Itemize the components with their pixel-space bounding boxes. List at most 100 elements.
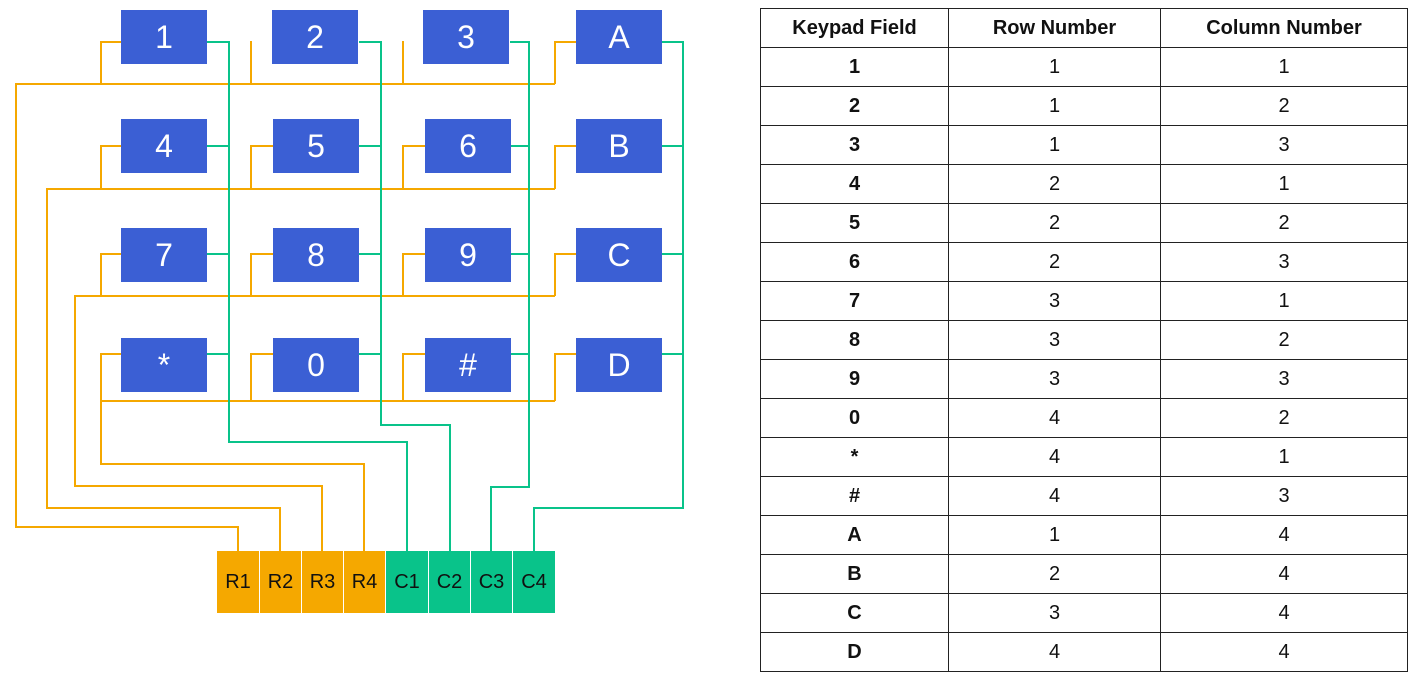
key-a[interactable]: A (576, 10, 662, 64)
key-5[interactable]: 5 (273, 119, 359, 173)
cell-field: 1 (760, 47, 949, 87)
key-1[interactable]: 1 (121, 10, 207, 64)
pin-c3: C3 (471, 551, 512, 613)
cell-field: 2 (760, 86, 949, 126)
key-b[interactable]: B (576, 119, 662, 173)
col-wire-1 (207, 41, 408, 551)
cell-row: 4 (948, 437, 1161, 477)
col-wire-2 (359, 41, 451, 551)
cell-field: C (760, 593, 949, 633)
pin-c2: C2 (429, 551, 470, 613)
cell-row: 1 (948, 515, 1161, 555)
col-wire-4 (533, 41, 684, 551)
cell-field: # (760, 476, 949, 516)
cell-row: 3 (948, 281, 1161, 321)
key-7[interactable]: 7 (121, 228, 207, 282)
pin-c4: C4 (513, 551, 555, 613)
pin-r3: R3 (302, 551, 343, 613)
cell-column: 3 (1160, 125, 1408, 165)
row-wire-1 (15, 41, 576, 551)
table-row: #4 3 (760, 476, 1408, 516)
cell-column: 1 (1160, 47, 1408, 87)
pin-r1: R1 (217, 551, 259, 613)
cell-field: 7 (760, 281, 949, 321)
cell-column: 4 (1160, 632, 1408, 672)
header-column-number: Column Number (1160, 8, 1408, 48)
cell-column: 2 (1160, 86, 1408, 126)
row-wire-2 (46, 145, 576, 551)
cell-row: 3 (948, 359, 1161, 399)
cell-column: 3 (1160, 242, 1408, 282)
cell-row: 2 (948, 554, 1161, 594)
cell-column: 2 (1160, 320, 1408, 360)
table-row: * 4 1 (760, 437, 1408, 477)
cell-field: 0 (760, 398, 949, 438)
cell-field: * (760, 437, 949, 477)
cell-column: 1 (1160, 281, 1408, 321)
cell-column: 4 (1160, 515, 1408, 555)
cell-field: 6 (760, 242, 949, 282)
pin-r4: R4 (344, 551, 385, 613)
cell-field: 9 (760, 359, 949, 399)
cell-field: 8 (760, 320, 949, 360)
key-9[interactable]: 9 (425, 228, 511, 282)
pin-r2: R2 (260, 551, 301, 613)
cell-field: A (760, 515, 949, 555)
cell-row: 3 (948, 593, 1161, 633)
key-0[interactable]: 0 (273, 338, 359, 392)
cell-field: B (760, 554, 949, 594)
key-2[interactable]: 2 (272, 10, 358, 64)
cell-column: 2 (1160, 203, 1408, 243)
cell-row: 4 (948, 632, 1161, 672)
cell-column: 3 (1160, 359, 1408, 399)
key-c[interactable]: C (576, 228, 662, 282)
cell-field: 4 (760, 164, 949, 204)
cell-row: 1 (948, 125, 1161, 165)
cell-column: 1 (1160, 164, 1408, 204)
key-8[interactable]: 8 (273, 228, 359, 282)
table-header-row: Keypad Field Row Number Column Number (760, 8, 1408, 48)
key-star[interactable]: * (121, 338, 207, 392)
cell-column: 4 (1160, 554, 1408, 594)
cell-column: 3 (1160, 476, 1408, 516)
cell-row: 4 (948, 476, 1161, 516)
cell-field: D (760, 632, 949, 672)
key-4[interactable]: 4 (121, 119, 207, 173)
header-keypad-field: Keypad Field (760, 8, 949, 48)
cell-field: 5 (760, 203, 949, 243)
cell-column: 1 (1160, 437, 1408, 477)
cell-row: 2 (948, 203, 1161, 243)
cell-field: 3 (760, 125, 949, 165)
keypad-diagram: 1 2 3 A 4 5 6 B 7 8 9 C * 0 # D R1 R2 R3… (0, 0, 700, 681)
key-6[interactable]: 6 (425, 119, 511, 173)
key-3[interactable]: 3 (423, 10, 509, 64)
pin-c1: C1 (386, 551, 428, 613)
cell-column: 4 (1160, 593, 1408, 633)
cell-column: 2 (1160, 398, 1408, 438)
wiring (15, 41, 684, 551)
cell-row: 2 (948, 242, 1161, 282)
cell-row: 1 (948, 47, 1161, 87)
row-wire-3 (74, 253, 576, 551)
cell-row: 3 (948, 320, 1161, 360)
cell-row: 4 (948, 398, 1161, 438)
cell-row: 2 (948, 164, 1161, 204)
key-hash[interactable]: # (425, 338, 511, 392)
key-d[interactable]: D (576, 338, 662, 392)
row-wire-4 (100, 353, 576, 551)
